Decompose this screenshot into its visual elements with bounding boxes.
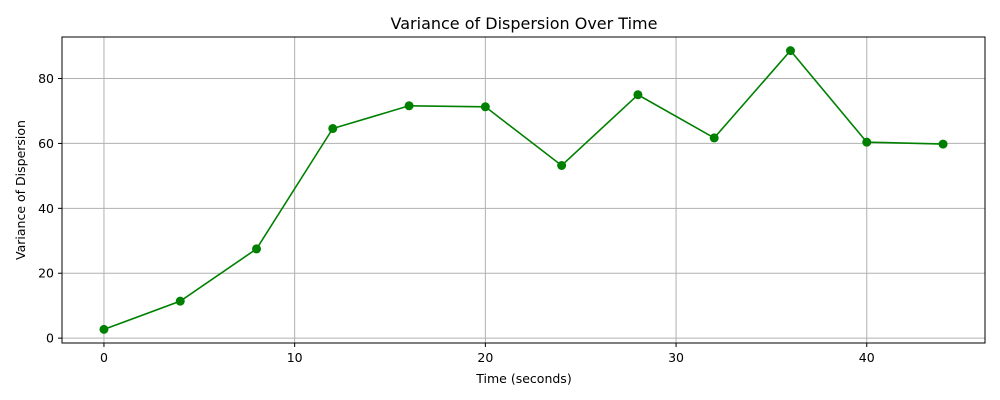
data-point <box>252 244 262 254</box>
data-point <box>175 296 185 306</box>
y-tick-label: 60 <box>38 136 54 151</box>
data-point <box>938 139 948 149</box>
data-point <box>328 124 338 134</box>
x-tick-label: 30 <box>668 350 684 365</box>
y-tick-label: 20 <box>38 266 54 281</box>
plot-frame <box>61 36 986 344</box>
y-axis: 0 20 40 60 80 <box>38 71 62 346</box>
data-series <box>99 46 948 334</box>
data-point <box>709 133 719 143</box>
data-point <box>862 137 872 147</box>
data-point <box>404 101 414 111</box>
data-point <box>99 324 109 334</box>
y-tick-label: 80 <box>38 71 54 86</box>
x-axis-label: Time (seconds) <box>475 371 571 386</box>
y-tick-label: 40 <box>38 201 54 216</box>
x-tick-label: 0 <box>100 350 108 365</box>
y-tick-label: 0 <box>46 331 54 346</box>
data-point <box>557 161 567 171</box>
x-tick-label: 20 <box>477 350 493 365</box>
x-tick-label: 40 <box>859 350 875 365</box>
y-axis-label: Variance of Dispersion <box>13 120 28 260</box>
data-point <box>633 90 643 100</box>
data-point <box>480 102 490 112</box>
data-point <box>785 46 795 56</box>
grid-lines <box>62 37 985 343</box>
series-line <box>103 49 944 331</box>
x-axis: 0 10 20 30 40 <box>100 343 875 365</box>
chart-title: Variance of Dispersion Over Time <box>391 14 658 33</box>
x-tick-label: 10 <box>287 350 303 365</box>
